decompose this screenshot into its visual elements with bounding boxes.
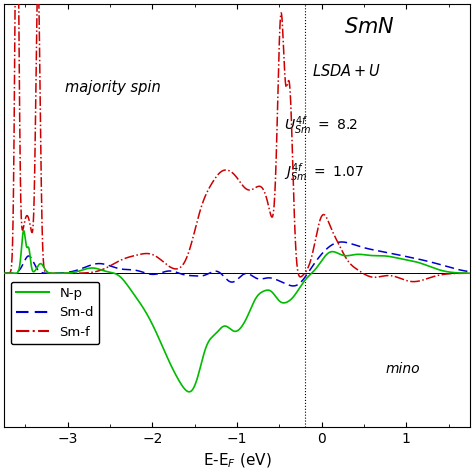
Text: majority spin: majority spin (65, 80, 161, 95)
Text: $J_{Sm}^{4f}\ =\ 1.07$: $J_{Sm}^{4f}\ =\ 1.07$ (283, 161, 364, 182)
Text: $\mathit{SmN}$: $\mathit{SmN}$ (344, 17, 395, 37)
Legend: N-p, Sm-d, Sm-f: N-p, Sm-d, Sm-f (11, 282, 100, 344)
Text: $U_{Sm}^{4f}\ =\ 8.2$: $U_{Sm}^{4f}\ =\ 8.2$ (283, 114, 358, 136)
X-axis label: E-E$_F$ (eV): E-E$_F$ (eV) (203, 451, 271, 470)
Text: mino: mino (386, 362, 420, 376)
Text: $\mathit{LSDA+U}$: $\mathit{LSDA+U}$ (311, 64, 381, 79)
